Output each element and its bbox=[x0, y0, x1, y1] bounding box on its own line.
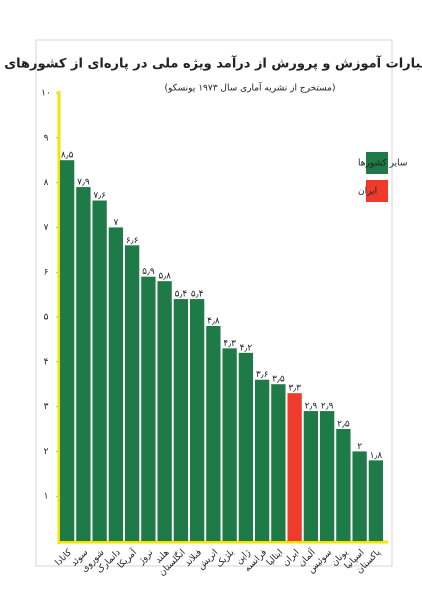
legend-label: سایر کشورها bbox=[358, 159, 407, 169]
value-label: ۳٫۳ bbox=[288, 384, 301, 394]
bar bbox=[124, 245, 140, 541]
y-tick-label: ۱۰ bbox=[41, 89, 51, 99]
bar bbox=[59, 160, 75, 541]
x-tick-label: ایتالیا bbox=[265, 548, 285, 568]
chart-title: درصد اعتبارات آموزش و پرورش از درآمد ویژ… bbox=[0, 55, 422, 72]
x-tick-label: نروژ bbox=[136, 548, 155, 567]
y-tick-label: ۹ bbox=[44, 133, 49, 143]
bar bbox=[368, 460, 384, 541]
bar bbox=[222, 348, 237, 541]
y-tick-label: ۸ bbox=[44, 178, 49, 188]
value-label: ۴٫۲ bbox=[240, 343, 253, 353]
value-label: ۵٫۴ bbox=[175, 290, 188, 300]
bar bbox=[108, 227, 124, 541]
value-label: ۲ bbox=[357, 442, 362, 452]
value-label: ۸٫۵ bbox=[61, 151, 74, 161]
value-label: ۲٫۹ bbox=[321, 402, 334, 412]
y-tick-label: ۱ bbox=[44, 492, 49, 502]
bar bbox=[352, 451, 367, 541]
value-label: ۵٫۸ bbox=[158, 272, 171, 282]
bar bbox=[287, 393, 302, 541]
bar bbox=[76, 187, 91, 541]
value-label: ۷ bbox=[113, 218, 118, 228]
bar bbox=[173, 299, 189, 541]
y-tick-label: ۶ bbox=[44, 268, 49, 278]
y-tick-label: ۳ bbox=[44, 402, 49, 412]
x-tick-label: کانادا bbox=[54, 547, 75, 568]
bar bbox=[238, 352, 254, 541]
value-label: ۵٫۹ bbox=[142, 267, 155, 277]
bar bbox=[206, 325, 221, 541]
bar bbox=[271, 384, 286, 541]
bar bbox=[189, 299, 205, 541]
value-label: ۱٫۸ bbox=[370, 451, 383, 461]
value-label: ۲٫۹ bbox=[305, 402, 318, 412]
y-tick-label: ۲ bbox=[44, 447, 49, 457]
bar bbox=[336, 429, 351, 541]
value-label: ۲٫۵ bbox=[337, 420, 350, 430]
chart-subtitle: (مستخرج از نشریه آماری سال ۱۹۷۳ یونسکو) bbox=[165, 82, 336, 94]
value-label: ۳٫۵ bbox=[272, 375, 285, 385]
value-label: ۵٫۴ bbox=[191, 290, 204, 300]
value-label: ۴٫۳ bbox=[223, 339, 236, 349]
bar bbox=[319, 411, 335, 541]
legend-swatch bbox=[366, 180, 388, 202]
value-label: ۶٫۶ bbox=[126, 236, 139, 246]
value-label: ۳٫۶ bbox=[256, 370, 269, 380]
bar bbox=[254, 379, 270, 541]
x-tick-label: ایران bbox=[281, 548, 302, 569]
frame bbox=[35, 39, 393, 567]
x-tick-label: بلژیک bbox=[215, 548, 237, 570]
y-tick-label: ۴ bbox=[44, 357, 49, 367]
y-tick-label: ۵ bbox=[44, 313, 49, 323]
legend-swatch bbox=[366, 152, 388, 174]
legend-label: ایران bbox=[358, 187, 377, 197]
bar bbox=[141, 276, 156, 541]
y-tick-label: ۷ bbox=[44, 223, 49, 233]
bar bbox=[92, 200, 107, 541]
bar bbox=[157, 281, 172, 541]
value-label: ۷٫۹ bbox=[77, 178, 90, 188]
value-label: ۷٫۶ bbox=[93, 191, 106, 201]
bar bbox=[303, 411, 319, 541]
value-label: ۴٫۸ bbox=[207, 316, 220, 326]
